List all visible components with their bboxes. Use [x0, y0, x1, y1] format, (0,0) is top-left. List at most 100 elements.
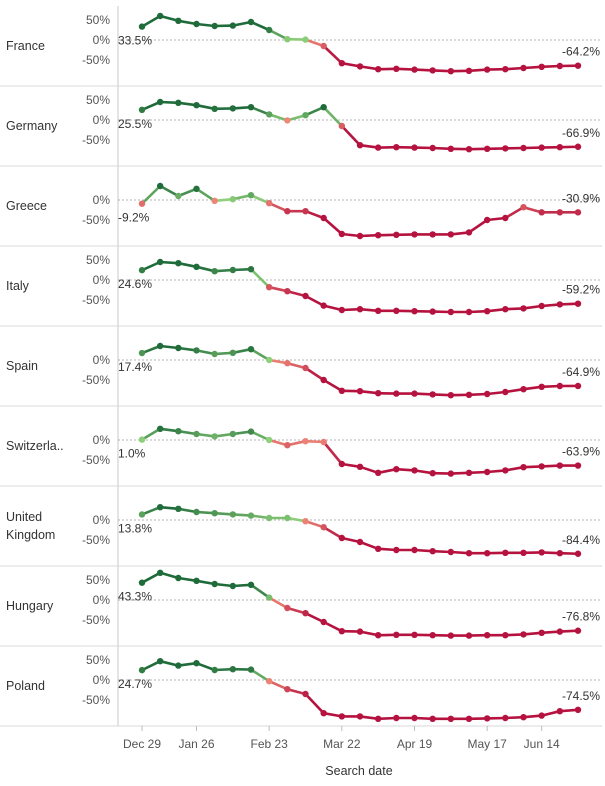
data-point [556, 628, 564, 635]
data-point [574, 462, 582, 469]
y-tick-label: -50% [82, 53, 110, 67]
series-segment [140, 659, 162, 672]
data-point [320, 710, 327, 717]
data-point [193, 102, 200, 109]
data-point [156, 425, 164, 432]
data-point [574, 62, 582, 69]
data-point [520, 714, 527, 721]
data-point [483, 632, 491, 639]
data-point [265, 26, 273, 34]
series-segment [177, 187, 198, 198]
x-tick-label: Mar 22 [323, 737, 361, 751]
x-tick-label: May 17 [467, 737, 507, 751]
panel-united-kingdom: United Kingdom 0% -50% 13.8% -84.4% [0, 485, 602, 557]
data-point [175, 260, 182, 267]
series-segment [358, 540, 380, 551]
data-point [429, 67, 436, 74]
data-point [320, 104, 327, 111]
series-segment [322, 105, 344, 128]
row-label-line: Germany [6, 119, 58, 133]
row-label: France [6, 39, 45, 53]
row-label-line: Greece [6, 199, 47, 213]
data-point [229, 105, 237, 112]
last-value-label: -64.9% [562, 365, 600, 379]
data-point [374, 144, 382, 151]
data-point [338, 387, 346, 394]
y-tick-label: 50% [86, 573, 110, 587]
data-point [520, 144, 527, 152]
data-point [556, 462, 564, 469]
series-segment [322, 525, 344, 540]
data-point [356, 628, 364, 635]
series-segment [267, 679, 289, 691]
row-label-line: Hungary [6, 599, 54, 613]
panel-greece: Greece 0% -50% -9.2% -30.9% [0, 165, 602, 240]
x-tick-label: Feb 23 [250, 737, 288, 751]
data-point [138, 511, 146, 518]
data-point [229, 430, 237, 438]
data-point [393, 144, 400, 151]
data-point [320, 302, 327, 309]
data-point [302, 364, 309, 372]
data-point [538, 549, 545, 556]
data-point [265, 514, 273, 522]
data-point [556, 708, 564, 715]
data-point [302, 112, 309, 119]
y-tick-label: 0% [93, 273, 111, 287]
row-label: Italy [6, 279, 30, 293]
data-point [138, 266, 146, 274]
data-point [211, 22, 218, 30]
last-value-label: -63.9% [562, 445, 600, 459]
data-point [538, 144, 545, 151]
data-point [247, 512, 255, 519]
panel-france: France 50% 0% -50% 33.5% -64.2% [6, 12, 602, 75]
series-segment [304, 38, 325, 48]
row-label-line: Poland [6, 679, 45, 693]
data-point [447, 548, 455, 556]
data-point [538, 383, 545, 390]
data-point [265, 356, 273, 364]
data-point [356, 232, 364, 240]
data-point [374, 545, 382, 552]
data-point [483, 66, 491, 73]
data-point [556, 62, 564, 70]
data-point [393, 714, 400, 722]
data-point [356, 463, 364, 470]
data-point [320, 618, 327, 626]
data-point [393, 466, 400, 473]
last-value-label: -66.9% [562, 126, 600, 140]
data-point [393, 390, 400, 397]
data-point [320, 524, 327, 531]
data-point [411, 231, 418, 238]
series-segment [304, 294, 325, 307]
data-point [502, 145, 509, 152]
data-point [138, 200, 146, 207]
row-label: Switzerla.. [6, 439, 64, 453]
data-point [520, 204, 527, 211]
series-segment [140, 505, 162, 516]
data-point [229, 196, 237, 203]
last-value-label: -74.5% [562, 689, 600, 703]
series-segment [304, 366, 325, 382]
data-point [393, 65, 400, 73]
data-point [229, 22, 237, 29]
data-point [429, 715, 436, 722]
data-point [265, 436, 273, 444]
data-point [502, 549, 509, 556]
row-label: Germany [6, 119, 58, 133]
data-point [483, 216, 491, 224]
series-segment [467, 218, 489, 234]
data-point [447, 470, 455, 477]
y-tick-label: 0% [93, 193, 111, 207]
data-point [465, 469, 473, 476]
data-point [284, 442, 291, 449]
data-point [483, 308, 491, 315]
series-segment [140, 14, 162, 28]
data-point [393, 231, 400, 238]
data-point [156, 98, 164, 106]
data-point [138, 666, 146, 674]
last-value-label: -59.2% [562, 283, 600, 297]
series-segment [340, 124, 362, 147]
last-value-label: -64.2% [562, 45, 600, 59]
data-point [229, 511, 237, 518]
